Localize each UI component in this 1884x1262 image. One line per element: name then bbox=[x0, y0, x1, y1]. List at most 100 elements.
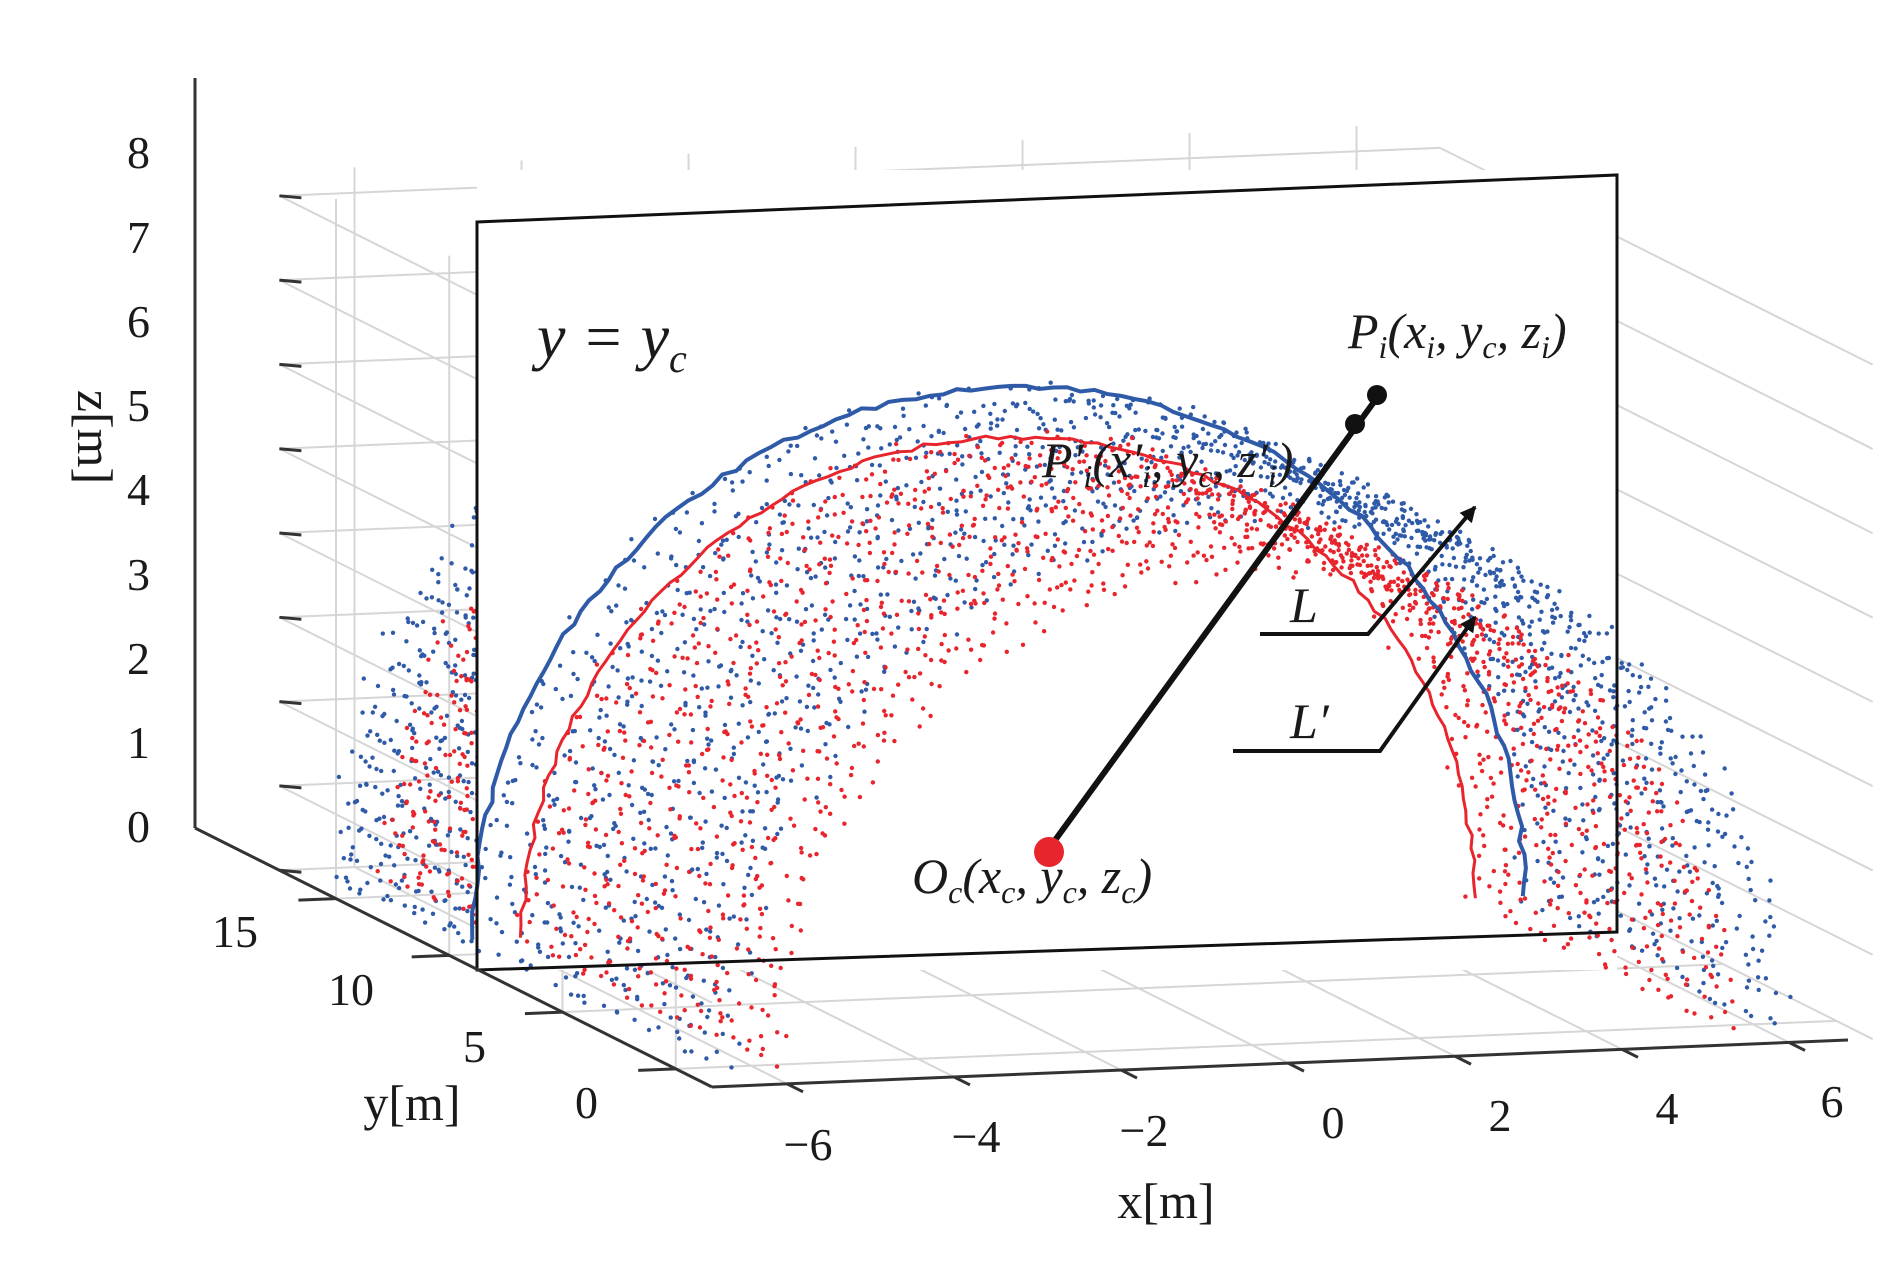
data-point bbox=[1626, 730, 1631, 735]
data-point bbox=[1380, 519, 1386, 525]
data-point bbox=[1410, 520, 1415, 526]
data-point bbox=[1499, 630, 1505, 636]
data-point bbox=[1280, 495, 1286, 501]
data-point bbox=[981, 538, 986, 544]
data-point bbox=[780, 777, 786, 782]
data-point bbox=[1542, 764, 1547, 769]
data-point bbox=[780, 520, 785, 525]
data-point bbox=[808, 535, 814, 540]
data-point bbox=[1548, 876, 1553, 881]
data-point bbox=[1002, 408, 1007, 414]
data-point bbox=[471, 671, 476, 676]
data-point bbox=[874, 631, 879, 636]
data-point bbox=[1610, 724, 1615, 730]
data-point bbox=[750, 809, 756, 814]
data-point bbox=[674, 562, 679, 568]
data-point bbox=[357, 891, 362, 896]
data-point bbox=[983, 560, 989, 565]
data-point bbox=[436, 793, 442, 798]
data-point bbox=[681, 670, 687, 675]
data-point bbox=[1692, 845, 1697, 850]
data-point bbox=[451, 668, 457, 674]
data-point bbox=[1177, 406, 1182, 411]
data-point bbox=[1626, 662, 1632, 667]
data-point bbox=[1491, 570, 1497, 575]
data-point bbox=[887, 442, 892, 447]
data-point bbox=[1623, 852, 1629, 857]
data-point bbox=[1071, 399, 1076, 404]
data-point bbox=[349, 852, 354, 857]
data-point bbox=[648, 846, 653, 851]
data-point bbox=[347, 886, 353, 891]
data-point bbox=[568, 693, 574, 699]
data-point bbox=[1414, 551, 1420, 556]
data-point bbox=[730, 488, 735, 493]
data-point bbox=[797, 699, 803, 704]
data-point bbox=[684, 591, 689, 596]
data-point bbox=[453, 799, 458, 804]
data-point bbox=[1624, 780, 1630, 786]
data-point bbox=[649, 653, 655, 659]
data-point bbox=[897, 435, 903, 440]
data-point bbox=[612, 821, 617, 826]
data-point bbox=[656, 1025, 661, 1030]
data-point bbox=[1690, 916, 1696, 921]
data-point bbox=[1529, 739, 1535, 745]
data-point bbox=[445, 889, 451, 895]
data-point bbox=[894, 497, 899, 502]
data-point bbox=[1719, 900, 1725, 906]
data-point bbox=[1568, 618, 1574, 623]
data-point bbox=[461, 829, 466, 835]
data-point bbox=[916, 391, 921, 396]
data-point bbox=[379, 841, 384, 846]
data-point bbox=[1307, 456, 1312, 462]
data-point bbox=[1709, 807, 1715, 812]
data-point bbox=[1414, 512, 1419, 517]
data-point bbox=[378, 861, 384, 867]
data-point bbox=[774, 560, 779, 565]
data-point bbox=[1090, 539, 1095, 545]
data-point bbox=[1427, 537, 1432, 542]
data-point bbox=[695, 866, 700, 872]
data-point bbox=[1649, 767, 1655, 772]
data-point bbox=[1679, 768, 1684, 773]
data-point bbox=[629, 537, 634, 542]
data-point bbox=[399, 878, 405, 883]
data-point bbox=[1670, 761, 1675, 766]
data-point bbox=[1625, 667, 1630, 673]
data-point bbox=[722, 476, 728, 482]
data-point bbox=[1728, 977, 1733, 982]
data-point bbox=[756, 729, 761, 735]
data-point bbox=[754, 520, 759, 525]
data-point bbox=[1023, 400, 1028, 406]
data-point bbox=[1067, 396, 1073, 402]
data-point bbox=[640, 785, 645, 790]
data-point bbox=[833, 753, 838, 759]
data-point bbox=[567, 615, 572, 620]
data-point bbox=[1611, 738, 1616, 743]
data-point bbox=[721, 590, 726, 596]
data-point bbox=[420, 907, 425, 912]
data-point bbox=[713, 767, 719, 772]
data-point bbox=[1709, 1015, 1714, 1020]
data-point bbox=[449, 779, 454, 784]
data-point bbox=[932, 573, 938, 578]
data-point bbox=[429, 595, 435, 600]
data-point bbox=[1173, 528, 1178, 534]
data-point bbox=[1595, 715, 1601, 720]
data-point bbox=[563, 975, 569, 980]
data-point bbox=[988, 426, 993, 431]
data-point bbox=[1763, 976, 1769, 981]
data-point bbox=[1051, 604, 1057, 610]
data-point bbox=[740, 639, 745, 645]
data-point bbox=[404, 725, 410, 731]
data-point bbox=[363, 759, 368, 764]
data-point bbox=[416, 779, 422, 784]
data-point bbox=[1191, 404, 1196, 410]
data-point bbox=[635, 948, 641, 954]
data-point bbox=[1086, 401, 1092, 406]
data-point bbox=[919, 479, 924, 485]
data-point bbox=[438, 773, 444, 778]
data-point bbox=[1618, 913, 1624, 918]
data-point bbox=[775, 797, 781, 802]
